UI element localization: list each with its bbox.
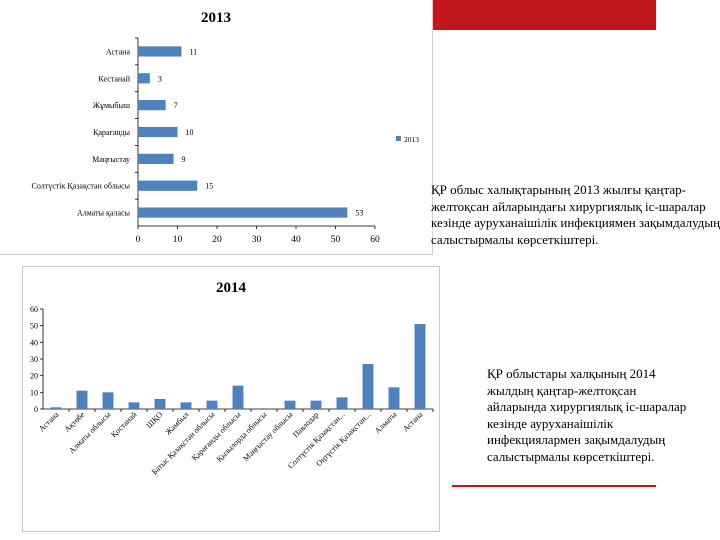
bar bbox=[206, 400, 218, 409]
bar bbox=[138, 73, 150, 84]
bar bbox=[154, 399, 166, 409]
bar bbox=[50, 407, 62, 409]
category-label: Қостанай bbox=[109, 410, 139, 440]
chart-2013: 2013 0 10 20 30 40 50 60 Астана 11 Кестанай 3 Жұмыб… bbox=[0, 0, 433, 255]
category-label: Алматы қаласы bbox=[77, 209, 131, 218]
data-label: 11 bbox=[189, 47, 197, 56]
category-label: Қарағанды bbox=[93, 128, 131, 137]
chart-title: 2013 bbox=[201, 10, 231, 26]
x-tick-label: 60 bbox=[370, 235, 380, 245]
accent-bar-top bbox=[432, 0, 656, 30]
caption-2013: ҚР облыс халықтарының 2013 жылғы қаңтар-… bbox=[431, 182, 720, 247]
bar bbox=[232, 385, 244, 409]
category-label: Астана bbox=[401, 410, 425, 434]
chart-2013-svg: 2013 0 10 20 30 40 50 60 Астана 11 Кестанай 3 Жұмыб… bbox=[32, 10, 420, 245]
bar bbox=[138, 46, 182, 57]
category-label: Астана bbox=[106, 47, 131, 56]
y-tick-label: 10 bbox=[30, 388, 38, 397]
bar bbox=[138, 180, 198, 191]
bar bbox=[76, 390, 88, 409]
bar bbox=[310, 400, 322, 409]
y-tick-label: 20 bbox=[30, 372, 38, 381]
category-label: Солтүстік Қазақстан облысы bbox=[32, 182, 131, 191]
category-label: Кестанай bbox=[98, 74, 130, 83]
x-tick-label: 10 bbox=[173, 235, 183, 245]
bar bbox=[138, 100, 166, 111]
data-label: 7 bbox=[174, 101, 178, 110]
data-label: 15 bbox=[205, 182, 213, 191]
y-tick-label: 0 bbox=[34, 405, 38, 414]
bar bbox=[138, 126, 178, 138]
category-label: ШҚО bbox=[144, 410, 164, 430]
category-label: Жұмыбыш bbox=[93, 101, 131, 110]
category-label: Астана bbox=[37, 410, 61, 434]
category-label: Ақтөбе bbox=[63, 410, 87, 434]
bar bbox=[414, 324, 426, 409]
legend-label: 2013 bbox=[404, 135, 419, 144]
data-label: 3 bbox=[158, 74, 162, 83]
y-tick-label: 50 bbox=[30, 322, 38, 331]
bar bbox=[138, 207, 348, 218]
data-label: 10 bbox=[186, 128, 194, 137]
caption-2014: ҚР облыстары халқының 2014 жылдың қаңтар… bbox=[487, 366, 687, 464]
accent-line-bottom bbox=[452, 485, 656, 487]
bar bbox=[138, 153, 174, 164]
chart-2014: 2014 0 10 20 30 40 50 60 Астана Ақтөбе Алматы обл… bbox=[22, 266, 440, 532]
bar bbox=[128, 402, 140, 409]
x-tick-label: 20 bbox=[212, 235, 222, 245]
data-label: 9 bbox=[182, 155, 186, 164]
x-tick-label: 50 bbox=[331, 235, 341, 245]
bar bbox=[102, 392, 114, 409]
category-label: Маңғыстау облысы bbox=[241, 410, 295, 464]
bar bbox=[284, 400, 296, 409]
y-tick-label: 30 bbox=[30, 355, 38, 364]
bar bbox=[180, 402, 192, 409]
category-label: Маңғыстау bbox=[92, 155, 130, 164]
bar bbox=[336, 397, 348, 409]
y-tick-label: 40 bbox=[30, 338, 38, 347]
x-tick-label: 30 bbox=[252, 235, 262, 245]
y-tick-label: 60 bbox=[30, 305, 38, 314]
data-label: 53 bbox=[355, 209, 363, 218]
bar bbox=[362, 364, 374, 409]
category-label: Алматы bbox=[373, 410, 399, 436]
bar bbox=[388, 387, 400, 409]
chart-legend: 2013 bbox=[396, 135, 419, 144]
x-tick-label: 0 bbox=[136, 235, 141, 245]
x-tick-label: 40 bbox=[291, 235, 301, 245]
legend-swatch bbox=[396, 136, 401, 141]
chart-title: 2014 bbox=[216, 280, 247, 296]
